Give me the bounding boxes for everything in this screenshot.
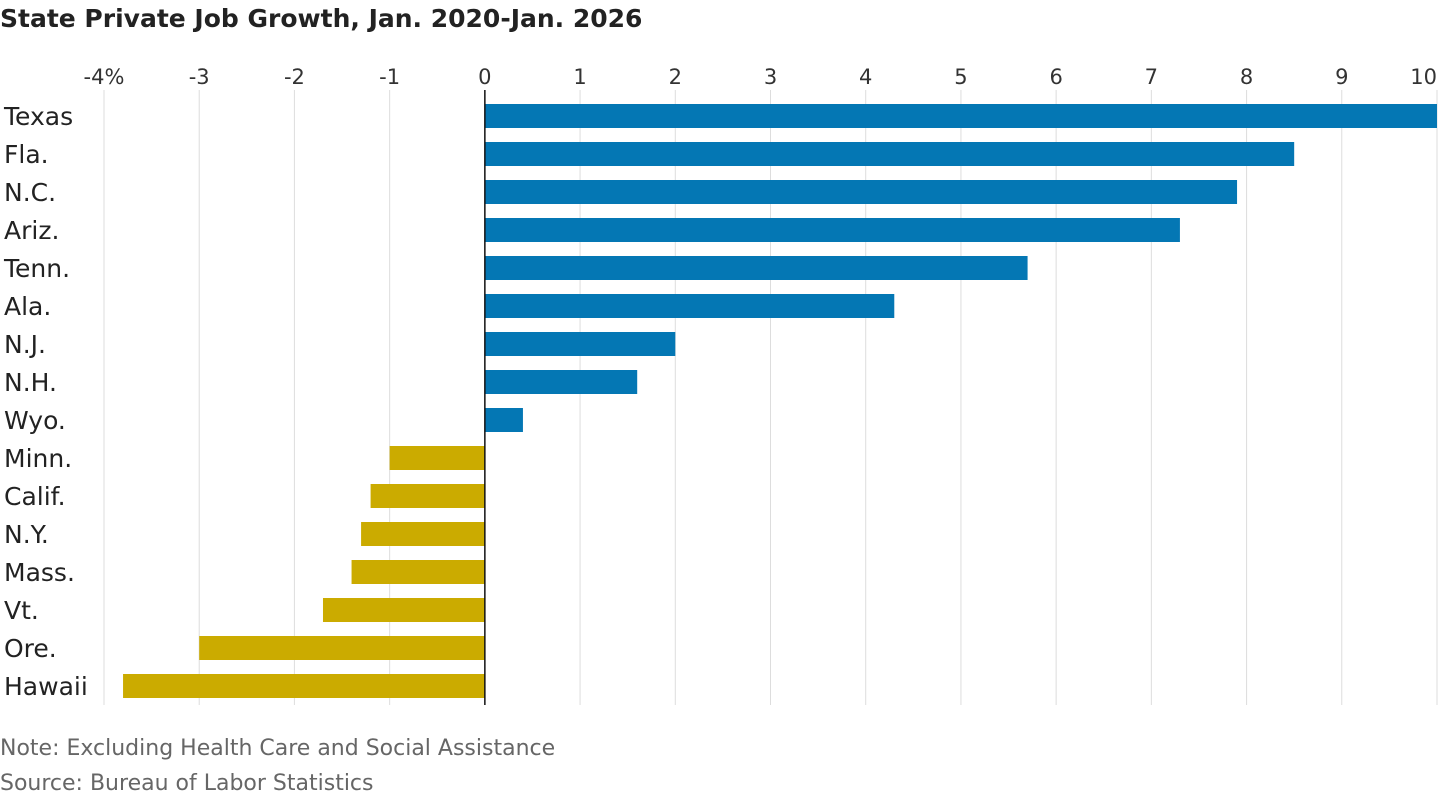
category-label: Ala. [4, 292, 51, 321]
category-label: Mass. [4, 558, 75, 587]
x-tick-label: -3 [189, 65, 210, 89]
x-tick-label: 2 [669, 65, 682, 89]
bar [484, 408, 523, 432]
category-label: Ore. [4, 634, 57, 663]
bar [123, 674, 485, 698]
x-tick-label: 5 [954, 65, 967, 89]
category-label: N.C. [4, 178, 56, 207]
bar [484, 104, 1437, 128]
bar [322, 598, 485, 622]
x-tick-label: 3 [764, 65, 777, 89]
bar [361, 522, 485, 546]
x-tick-label: -4% [84, 65, 125, 89]
x-tick-label: 6 [1049, 65, 1062, 89]
x-tick-label: 9 [1335, 65, 1348, 89]
x-tick-label: 1 [573, 65, 586, 89]
category-label: Wyo. [4, 406, 66, 435]
x-tick-label: 8 [1240, 65, 1253, 89]
category-label: Hawaii [4, 672, 88, 701]
category-label: N.Y. [4, 520, 49, 549]
bar [484, 180, 1238, 204]
bar [484, 256, 1028, 280]
x-tick-label: 10 [1410, 65, 1437, 89]
source: Source: Bureau of Labor Statistics [0, 771, 373, 796]
category-label: Ariz. [4, 216, 59, 245]
bar [370, 484, 485, 508]
bar [484, 218, 1180, 242]
x-tick-label: 7 [1145, 65, 1158, 89]
bar [199, 636, 485, 660]
bar [484, 332, 676, 356]
category-label: Fla. [4, 140, 49, 169]
bar [484, 142, 1295, 166]
category-label: Minn. [4, 444, 72, 473]
bar [484, 294, 895, 318]
category-label: Calif. [4, 482, 66, 511]
category-label: N.J. [4, 330, 46, 359]
bar [351, 560, 485, 584]
category-label: N.H. [4, 368, 57, 397]
chart-title: State Private Job Growth, Jan. 2020-Jan.… [0, 4, 642, 33]
x-tick-label: -1 [379, 65, 400, 89]
x-tick-label: 4 [859, 65, 872, 89]
category-label: Vt. [4, 596, 39, 625]
bar [389, 446, 485, 470]
category-label: Tenn. [3, 254, 70, 283]
note: Note: Excluding Health Care and Social A… [0, 736, 555, 761]
category-label: Texas [3, 102, 73, 131]
x-tick-label: -2 [284, 65, 305, 89]
bar [484, 370, 638, 394]
x-tick-label: 0 [478, 65, 491, 89]
